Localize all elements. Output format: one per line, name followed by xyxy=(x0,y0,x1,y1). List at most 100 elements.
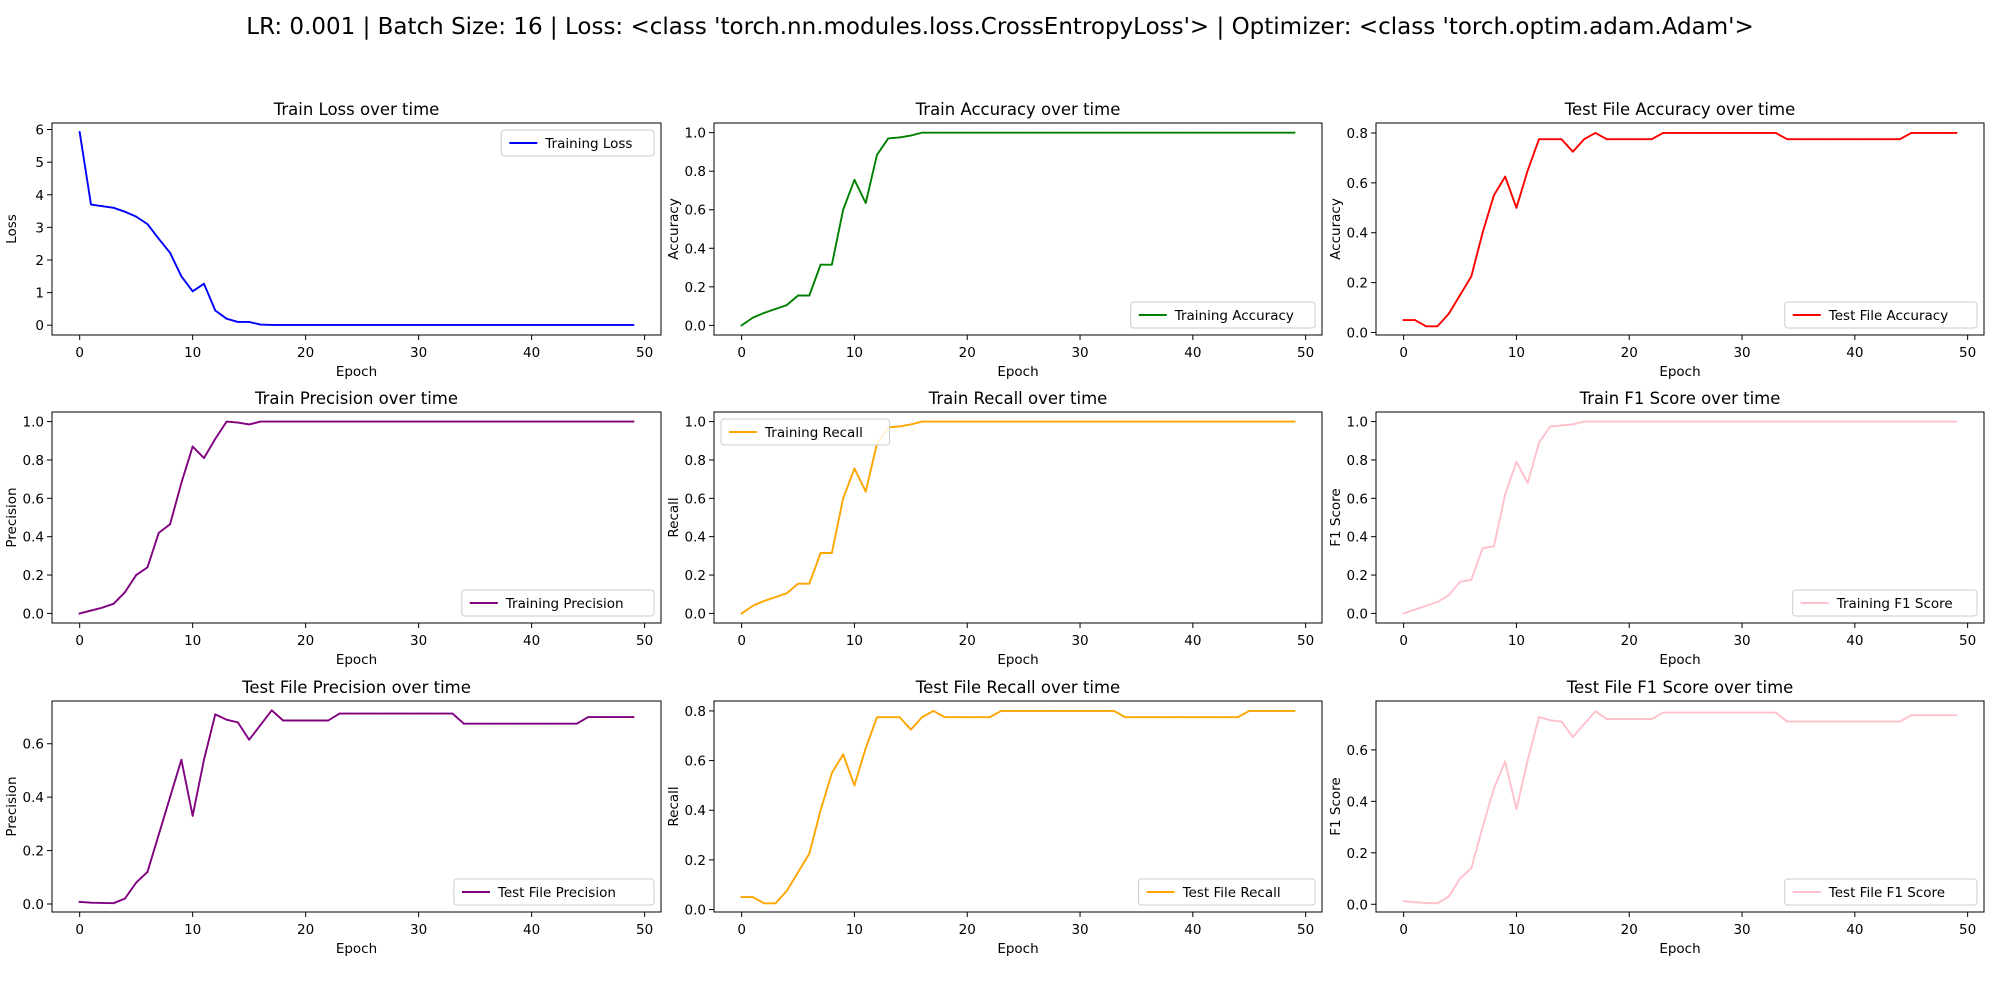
legend-box xyxy=(500,129,655,157)
data-point xyxy=(1571,736,1574,738)
data-point xyxy=(1079,710,1081,712)
legend-label: Training Recall xyxy=(764,425,863,441)
x-tick-label: 40 xyxy=(523,633,540,649)
data-point xyxy=(1673,711,1676,714)
data-point xyxy=(236,721,239,724)
data-point xyxy=(462,420,465,423)
axes-frame xyxy=(1375,700,1985,913)
data-point xyxy=(797,871,799,874)
data-point xyxy=(123,210,126,213)
subplot-title: Test File Recall over time xyxy=(915,678,1120,697)
data-point xyxy=(1594,710,1597,713)
data-point xyxy=(1214,131,1217,134)
data-point xyxy=(361,323,364,326)
legend-box xyxy=(1784,301,1978,329)
data-point xyxy=(853,178,856,181)
data-point xyxy=(1865,138,1868,141)
subplot-9: 0 10 20 30 40 50 0.0 0.2 0.4 0.6 Test File F1 Scor… xyxy=(1328,678,1985,957)
data-point xyxy=(485,323,488,326)
data-point xyxy=(819,809,822,812)
subplot-title: Train Loss over time xyxy=(273,100,440,119)
data-point xyxy=(429,323,431,326)
data-point xyxy=(1538,138,1540,141)
y-tick-label: 1.0 xyxy=(685,415,706,431)
data-point xyxy=(1124,420,1127,423)
data-point xyxy=(1293,131,1296,134)
data-point xyxy=(955,420,957,423)
data-point xyxy=(1425,902,1428,904)
data-point xyxy=(1628,420,1631,423)
y-tick-label: 3 xyxy=(35,220,44,236)
data-point xyxy=(236,421,239,424)
legend-box xyxy=(720,418,890,446)
x-axis-label: Epoch xyxy=(997,941,1038,957)
data-point xyxy=(1259,131,1262,134)
data-point xyxy=(1639,420,1642,423)
data-point xyxy=(1707,132,1710,134)
data-point xyxy=(485,722,488,725)
y-tick-label: 0.6 xyxy=(1347,491,1368,507)
data-point xyxy=(1684,132,1687,134)
data-point xyxy=(575,420,578,423)
x-tick-label: 30 xyxy=(410,345,427,361)
data-point xyxy=(1293,710,1296,712)
data-point xyxy=(1056,710,1059,712)
x-tick-label: 0 xyxy=(75,633,84,649)
x-tick-label: 40 xyxy=(1184,345,1201,361)
data-point xyxy=(1876,138,1879,141)
data-point xyxy=(225,718,228,721)
y-tick-label: 0.2 xyxy=(23,844,44,860)
subplot-4: 0 10 20 30 40 50 0.0 0.2 0.4 0.6 0.8 1.0 Train Preci… xyxy=(4,389,662,668)
y-tick-label: 0.0 xyxy=(1347,606,1368,622)
subplot-2: 0 10 20 30 40 50 0.0 0.2 0.4 0.6 0.8 1.0 Train Accur… xyxy=(666,100,1323,380)
y-tick-label: 0.6 xyxy=(1347,176,1368,192)
data-point xyxy=(1944,714,1946,717)
data-point xyxy=(1436,601,1439,603)
x-tick-label: 0 xyxy=(1399,633,1408,649)
data-point xyxy=(1820,138,1822,141)
data-point xyxy=(1853,720,1856,723)
y-tick-label: 0.6 xyxy=(23,491,44,507)
legend-label: Test File F1 Score xyxy=(1828,885,1945,901)
data-point xyxy=(1425,325,1428,328)
x-tick-label: 40 xyxy=(1846,633,1863,649)
legend-box xyxy=(1792,589,1978,617)
subplot-5: 0 10 20 30 40 50 0.0 0.2 0.4 0.6 0.8 1.0 Train Recal… xyxy=(666,389,1323,668)
data-point xyxy=(282,420,284,423)
x-tick-label: 20 xyxy=(959,922,976,938)
series-line-1 xyxy=(740,131,1296,327)
data-point xyxy=(740,896,743,899)
data-point xyxy=(1180,716,1183,719)
data-point xyxy=(977,420,980,423)
data-point xyxy=(1045,710,1048,712)
data-point xyxy=(1180,420,1183,423)
y-tick-label: 0.0 xyxy=(685,318,706,334)
data-point xyxy=(293,719,296,722)
y-tick-label: 0.4 xyxy=(685,530,706,546)
data-point xyxy=(304,323,307,326)
data-point xyxy=(1617,718,1619,720)
data-point xyxy=(1259,710,1262,712)
y-tick-label: 0.0 xyxy=(1347,897,1368,913)
data-point xyxy=(808,582,811,585)
data-point xyxy=(180,758,183,761)
data-point xyxy=(1112,131,1115,134)
data-point xyxy=(1696,420,1698,423)
data-point xyxy=(587,323,590,326)
data-point xyxy=(1056,131,1059,134)
y-tick-label: 0.0 xyxy=(23,606,44,622)
data-point xyxy=(451,420,454,423)
data-point xyxy=(1594,132,1597,134)
data-point xyxy=(943,716,946,719)
data-point xyxy=(1504,175,1507,178)
data-point xyxy=(1259,420,1262,423)
data-point xyxy=(1639,718,1642,720)
data-point xyxy=(1921,420,1924,423)
data-point xyxy=(1436,902,1439,905)
data-point xyxy=(1034,710,1036,712)
y-tick-label: 0.6 xyxy=(685,491,706,507)
data-point xyxy=(598,420,601,423)
data-point xyxy=(372,323,375,326)
data-point xyxy=(853,784,856,787)
data-point xyxy=(338,323,341,326)
